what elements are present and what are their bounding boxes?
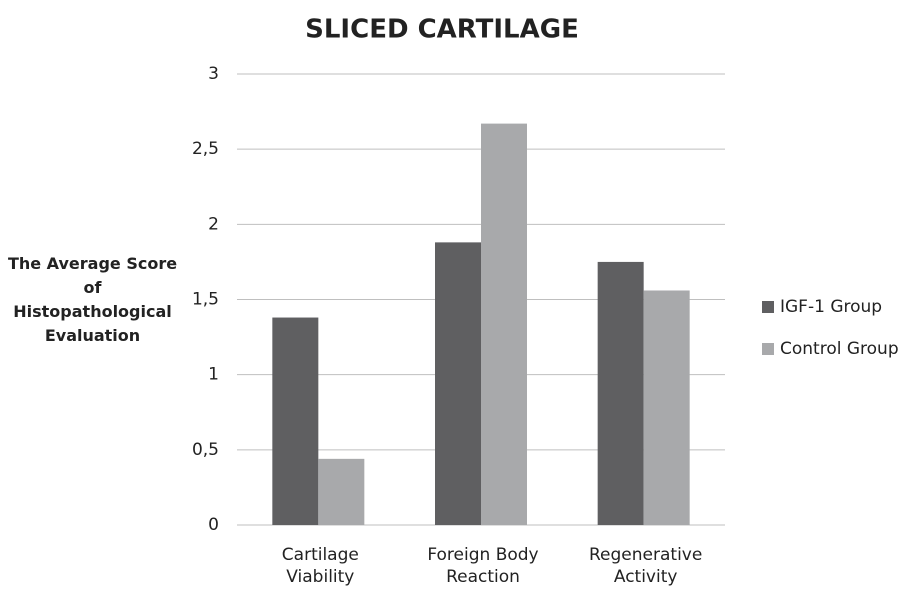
legend-label: Control Group xyxy=(780,339,899,359)
bar xyxy=(643,290,690,525)
bar xyxy=(272,317,319,525)
y-tick-label: 0,5 xyxy=(192,440,219,460)
y-tick-label: 3 xyxy=(208,64,219,84)
y-tick-label: 2 xyxy=(208,214,219,234)
x-tick-label: Foreign Body Reaction xyxy=(427,545,539,587)
y-axis-label: The Average Score of Histopathological E… xyxy=(7,254,178,345)
y-tick-label: 0 xyxy=(208,515,219,535)
legend-swatch xyxy=(762,301,774,313)
chart-title: SLICED CARTILAGE xyxy=(305,15,579,45)
bar xyxy=(481,123,527,526)
bar xyxy=(435,242,481,525)
y-tick-label: 1,5 xyxy=(192,290,219,310)
y-tick-label: 1 xyxy=(208,365,219,385)
x-tick-label: Cartilage Viability xyxy=(281,545,359,587)
x-tick-label: Regenerative Activity xyxy=(589,545,703,587)
legend-label: IGF-1 Group xyxy=(780,297,882,317)
bar xyxy=(318,458,365,525)
bar xyxy=(597,261,644,525)
y-tick-label: 2,5 xyxy=(192,139,219,159)
legend-swatch xyxy=(762,343,774,355)
